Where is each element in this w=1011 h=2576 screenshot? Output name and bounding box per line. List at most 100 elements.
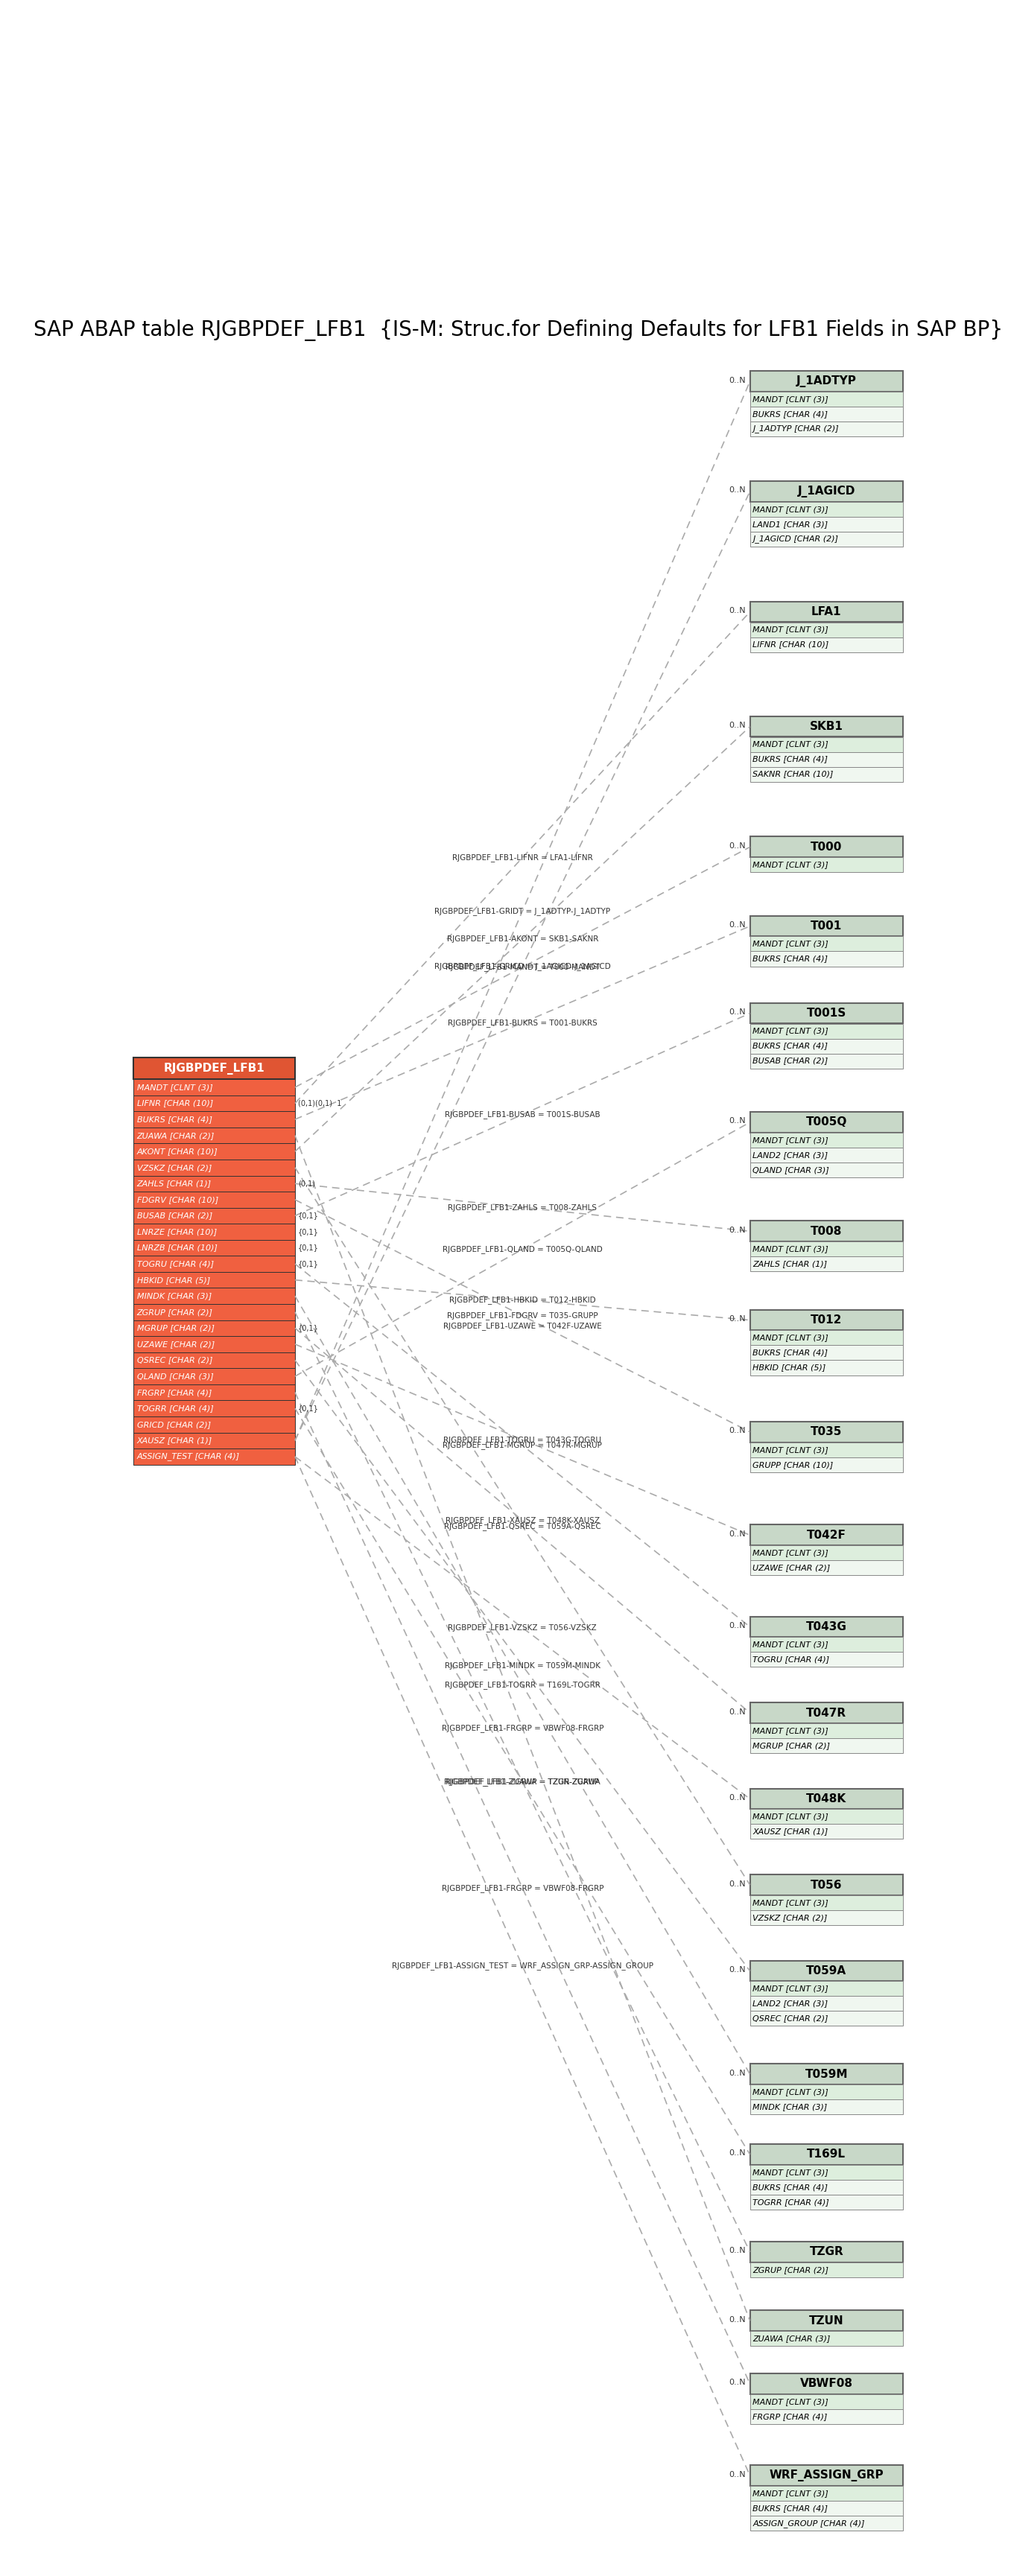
Bar: [750, 1309, 903, 1329]
Text: LAND1 [CHAR (3)]: LAND1 [CHAR (3)]: [753, 520, 828, 528]
Text: 0..N: 0..N: [729, 1530, 745, 1538]
Text: {0,1}: {0,1}: [298, 1244, 318, 1252]
Bar: [750, 1257, 903, 1273]
Text: MANDT [CLNT (3)]: MANDT [CLNT (3)]: [753, 1028, 829, 1036]
Text: RJGBPDEF_LFB1-HBKID = T012-HBKID: RJGBPDEF_LFB1-HBKID = T012-HBKID: [449, 1296, 595, 1303]
Text: ZUAWA [CHAR (2)]: ZUAWA [CHAR (2)]: [136, 1131, 214, 1139]
Text: MANDT [CLNT (3)]: MANDT [CLNT (3)]: [753, 2089, 829, 2097]
Text: BUKRS [CHAR (4)]: BUKRS [CHAR (4)]: [753, 2184, 828, 2190]
Text: 0..N: 0..N: [729, 1427, 745, 1435]
Text: MANDT [CLNT (3)]: MANDT [CLNT (3)]: [753, 1641, 829, 1649]
Bar: [133, 1448, 295, 1466]
Text: J_1AGICD: J_1AGICD: [798, 484, 855, 497]
Text: 0..N: 0..N: [729, 1226, 745, 1234]
Bar: [750, 951, 903, 966]
Text: BUSAB [CHAR (2)]: BUSAB [CHAR (2)]: [753, 1056, 828, 1064]
Text: RJGBPDEF_LFB1-ASSIGN_TEST = WRF_ASSIGN_GRP-ASSIGN_GROUP: RJGBPDEF_LFB1-ASSIGN_TEST = WRF_ASSIGN_G…: [391, 1963, 653, 1971]
Text: RJGBPDEF_LFB1: RJGBPDEF_LFB1: [164, 1061, 265, 1074]
Bar: [750, 371, 903, 392]
Bar: [750, 2084, 903, 2099]
Text: 0..N: 0..N: [729, 1118, 745, 1126]
Text: LIFNR [CHAR (10)]: LIFNR [CHAR (10)]: [753, 641, 829, 649]
Bar: [750, 1221, 903, 1242]
Bar: [750, 737, 903, 752]
Text: J_1AGICD [CHAR (2)]: J_1AGICD [CHAR (2)]: [753, 536, 838, 544]
Text: ZGRUP [CHAR (2)]: ZGRUP [CHAR (2)]: [753, 2267, 829, 2275]
Bar: [750, 917, 903, 938]
Text: RJGBPDEF_LFB1-QSREC = T059A-QSREC: RJGBPDEF_LFB1-QSREC = T059A-QSREC: [444, 1522, 601, 1530]
Bar: [133, 1128, 295, 1144]
Bar: [750, 2179, 903, 2195]
Bar: [750, 407, 903, 422]
Bar: [133, 1417, 295, 1432]
Bar: [750, 1113, 903, 1133]
Bar: [750, 1561, 903, 1577]
Text: MANDT [CLNT (3)]: MANDT [CLNT (3)]: [136, 1084, 212, 1092]
Bar: [750, 1146, 903, 1162]
Text: RJGBPDEF_LFB1-GRIDT = J_1ADTYP-J_1ADTYP: RJGBPDEF_LFB1-GRIDT = J_1ADTYP-J_1ADTYP: [435, 907, 611, 914]
Text: 0..N: 0..N: [729, 842, 745, 850]
Text: MANDT [CLNT (3)]: MANDT [CLNT (3)]: [753, 2169, 829, 2177]
Text: RJGBPDEF_LFB1-GRICD = J_1AGICD-J_1AGICD: RJGBPDEF_LFB1-GRICD = J_1AGICD-J_1AGICD: [435, 961, 611, 971]
Bar: [750, 1162, 903, 1177]
Text: T048K: T048K: [807, 1793, 846, 1806]
Text: LIFNR [CHAR (10)]: LIFNR [CHAR (10)]: [136, 1100, 213, 1108]
Bar: [750, 1824, 903, 1839]
Text: SKB1: SKB1: [810, 721, 843, 732]
Bar: [750, 1960, 903, 1981]
Text: MANDT [CLNT (3)]: MANDT [CLNT (3)]: [753, 1334, 829, 1342]
Text: J_1ADTYP: J_1ADTYP: [797, 376, 856, 386]
Text: MINDK [CHAR (3)]: MINDK [CHAR (3)]: [753, 2102, 828, 2110]
Bar: [750, 518, 903, 531]
Bar: [750, 2465, 903, 2486]
Text: {0,1}: {0,1}: [298, 1229, 318, 1236]
Bar: [133, 1095, 295, 1110]
Text: MANDT [CLNT (3)]: MANDT [CLNT (3)]: [753, 1136, 829, 1144]
Text: VZSKZ [CHAR (2)]: VZSKZ [CHAR (2)]: [753, 1914, 828, 1922]
Text: HBKID [CHAR (5)]: HBKID [CHAR (5)]: [753, 1363, 826, 1370]
Text: BUKRS [CHAR (4)]: BUKRS [CHAR (4)]: [753, 2504, 828, 2512]
Bar: [750, 502, 903, 518]
Bar: [750, 1651, 903, 1667]
Text: T169L: T169L: [807, 2148, 846, 2161]
Text: T056: T056: [811, 1880, 842, 1891]
Text: T059M: T059M: [805, 2069, 848, 2079]
Bar: [750, 837, 903, 858]
Text: MANDT [CLNT (3)]: MANDT [CLNT (3)]: [753, 1445, 829, 1453]
Bar: [133, 1059, 295, 1079]
Text: RJGBPDEF_LFB1-MANDT = T000-MANDT: RJGBPDEF_LFB1-MANDT = T000-MANDT: [445, 963, 600, 971]
Bar: [750, 2311, 903, 2331]
Text: RJGBPDEF_LFB1-FRGRP = VBWF08-FRGRP: RJGBPDEF_LFB1-FRGRP = VBWF08-FRGRP: [442, 1723, 604, 1731]
Text: XAUSZ [CHAR (1)]: XAUSZ [CHAR (1)]: [136, 1437, 212, 1445]
Bar: [750, 1981, 903, 1996]
Text: 0..N: 0..N: [729, 1708, 745, 1716]
Text: FDGRV [CHAR (10)]: FDGRV [CHAR (10)]: [136, 1195, 218, 1203]
Text: {0,1}: {0,1}: [298, 1260, 318, 1267]
Text: T047R: T047R: [807, 1708, 846, 1718]
Text: RJGBPDEF_LFB1-ZGRUP = TZGR-ZGRUP: RJGBPDEF_LFB1-ZGRUP = TZGR-ZGRUP: [446, 1777, 600, 1785]
Bar: [133, 1303, 295, 1319]
Text: BUKRS [CHAR (4)]: BUKRS [CHAR (4)]: [753, 755, 828, 762]
Text: 0..N: 0..N: [729, 2148, 745, 2156]
Text: BUKRS [CHAR (4)]: BUKRS [CHAR (4)]: [136, 1115, 212, 1123]
Text: ASSIGN_TEST [CHAR (4)]: ASSIGN_TEST [CHAR (4)]: [136, 1453, 240, 1461]
Bar: [750, 1422, 903, 1443]
Bar: [750, 2143, 903, 2164]
Text: 0..N: 0..N: [729, 2470, 745, 2478]
Bar: [750, 2517, 903, 2530]
Text: T005Q: T005Q: [806, 1115, 847, 1128]
Text: 0..N: 0..N: [729, 2246, 745, 2254]
Bar: [133, 1159, 295, 1175]
Text: BUKRS [CHAR (4)]: BUKRS [CHAR (4)]: [753, 956, 828, 963]
Text: MANDT [CLNT (3)]: MANDT [CLNT (3)]: [753, 860, 829, 868]
Text: GRUPP [CHAR (10)]: GRUPP [CHAR (10)]: [753, 1461, 833, 1468]
Text: 0..N: 0..N: [729, 1623, 745, 1631]
Bar: [750, 1618, 903, 1638]
Bar: [750, 1345, 903, 1360]
Text: 0..N: 0..N: [729, 1316, 745, 1321]
Bar: [750, 2262, 903, 2277]
Text: (0,1)(0,1)  1: (0,1)(0,1) 1: [298, 1100, 342, 1108]
Text: LAND2 [CHAR (3)]: LAND2 [CHAR (3)]: [753, 1151, 828, 1159]
Text: ASSIGN_GROUP [CHAR (4)]: ASSIGN_GROUP [CHAR (4)]: [753, 2519, 865, 2527]
Text: UZAWE [CHAR (2)]: UZAWE [CHAR (2)]: [136, 1340, 214, 1347]
